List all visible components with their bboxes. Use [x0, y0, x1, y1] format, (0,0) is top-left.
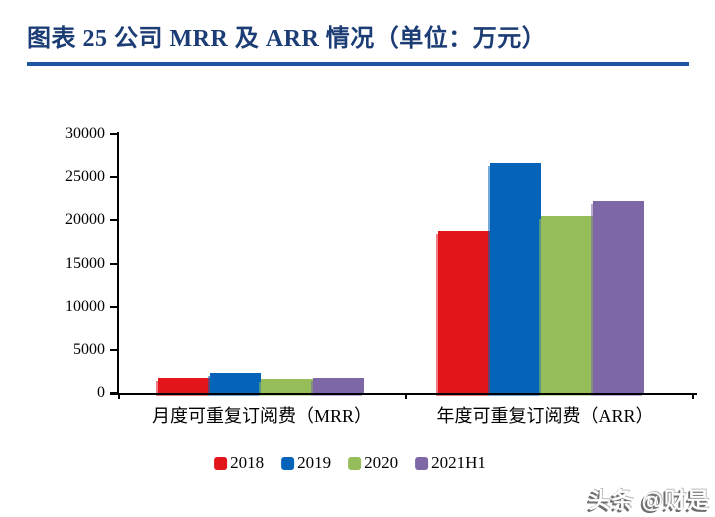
category-label: 年度可重复订阅费（ARR） [436, 406, 654, 426]
watermark: 头条 @财是 [588, 488, 710, 513]
y-tick-label: 20000 [65, 211, 105, 229]
figure-title: 图表 25 公司 MRR 及 ARR 情况（单位：万元） [27, 26, 547, 52]
y-axis-tick [110, 348, 117, 351]
legend-swatch [214, 456, 228, 470]
bar [541, 216, 593, 393]
bar [438, 230, 490, 393]
bar [209, 373, 261, 393]
category-label: 月度可重复订阅费（MRR） [151, 406, 373, 426]
legend-swatch [281, 456, 295, 470]
bar [261, 379, 313, 393]
bar [158, 378, 210, 393]
legend-label: 2019 [297, 453, 332, 472]
title-underline [27, 62, 689, 66]
y-axis-tick [110, 219, 117, 222]
legend-label: 2021H1 [431, 453, 486, 472]
x-axis-tick [405, 393, 407, 399]
bar [312, 377, 364, 393]
bar [592, 201, 644, 393]
legend-item: 2019 [281, 453, 331, 473]
y-axis-tick [110, 305, 117, 308]
legend-label: 2018 [230, 453, 265, 472]
legend-item: 2018 [214, 453, 264, 473]
legend-swatch [348, 456, 362, 470]
y-axis-line [117, 132, 119, 393]
y-axis-tick [110, 262, 117, 265]
y-tick-label: 30000 [65, 125, 105, 142]
y-axis-tick [110, 133, 117, 135]
x-axis-tick [692, 393, 694, 399]
y-axis-tick [110, 392, 117, 394]
legend-swatch [415, 456, 429, 470]
y-axis-tick [110, 176, 117, 179]
y-tick-label: 5000 [73, 340, 105, 358]
bar [489, 163, 541, 393]
y-tick-label: 15000 [65, 254, 105, 272]
y-tick-label: 25000 [65, 168, 105, 186]
x-axis-tick [118, 393, 120, 399]
plot-area: 0 5000 10000 15000 20000 25000 30000 月度可重复订阅费（M… [65, 125, 697, 426]
legend-item: 2021H1 [415, 453, 486, 473]
legend: 2018 2019 2020 2021H1 [214, 453, 486, 473]
x-axis-line [110, 393, 697, 395]
legend-label: 2020 [364, 453, 399, 472]
y-tick-label: 10000 [65, 297, 105, 315]
y-tick-label: 0 [97, 384, 105, 401]
legend-item: 2020 [348, 453, 398, 473]
